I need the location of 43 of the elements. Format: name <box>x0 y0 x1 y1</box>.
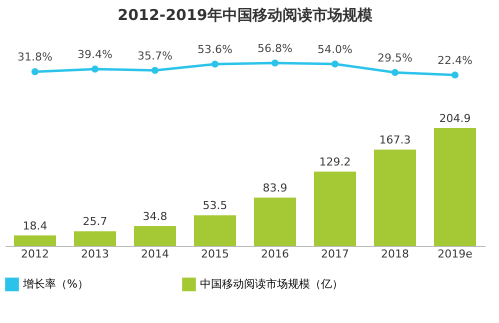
data-label: 129.2 <box>319 156 351 169</box>
bar <box>314 172 356 246</box>
data-label: 22.4% <box>438 54 472 67</box>
x-tick-label: 2019e <box>438 248 473 260</box>
data-label: 29.5% <box>378 52 412 65</box>
data-label: 204.9 <box>439 112 471 125</box>
data-label: 54.0% <box>318 42 352 56</box>
point <box>31 68 39 76</box>
x-tick-label: 2017 <box>321 248 349 260</box>
data-label: 53.5 <box>202 199 228 212</box>
chart-title: 2012-2019年中国移动阅读市场规模 <box>118 6 374 24</box>
point <box>391 68 399 76</box>
bar <box>134 226 176 246</box>
data-label: 31.8% <box>18 50 52 64</box>
x-tick-label: 2015 <box>201 248 229 260</box>
data-label: 83.9 <box>262 182 288 195</box>
point <box>451 71 459 79</box>
x-tick-label: 2016 <box>261 248 289 260</box>
data-label: 53.6% <box>198 43 232 56</box>
x-tick-label: 2013 <box>81 248 109 260</box>
x-tick-label: 2012 <box>21 248 49 260</box>
bar <box>74 231 116 246</box>
point <box>211 60 219 68</box>
data-label: 39.4% <box>78 48 112 62</box>
legend-label: 中国移动阅读市场规模（亿） <box>200 277 343 290</box>
data-label: 167.3 <box>379 134 411 147</box>
data-label: 56.8% <box>258 42 292 55</box>
point <box>271 59 279 67</box>
bar <box>434 128 476 246</box>
x-tick-label: 2018 <box>381 248 409 260</box>
point <box>151 66 159 74</box>
data-label: 35.7% <box>138 49 172 62</box>
bar <box>254 198 296 246</box>
bar <box>194 215 236 246</box>
bar <box>14 235 56 246</box>
x-tick-label: 2014 <box>141 248 169 260</box>
data-label: 18.4 <box>22 219 48 232</box>
data-label: 34.8 <box>142 210 168 223</box>
point <box>331 60 339 68</box>
point <box>91 66 99 73</box>
bar <box>374 150 416 246</box>
legend-label: 增长率（%） <box>22 277 88 290</box>
data-label: 25.7 <box>82 215 108 228</box>
